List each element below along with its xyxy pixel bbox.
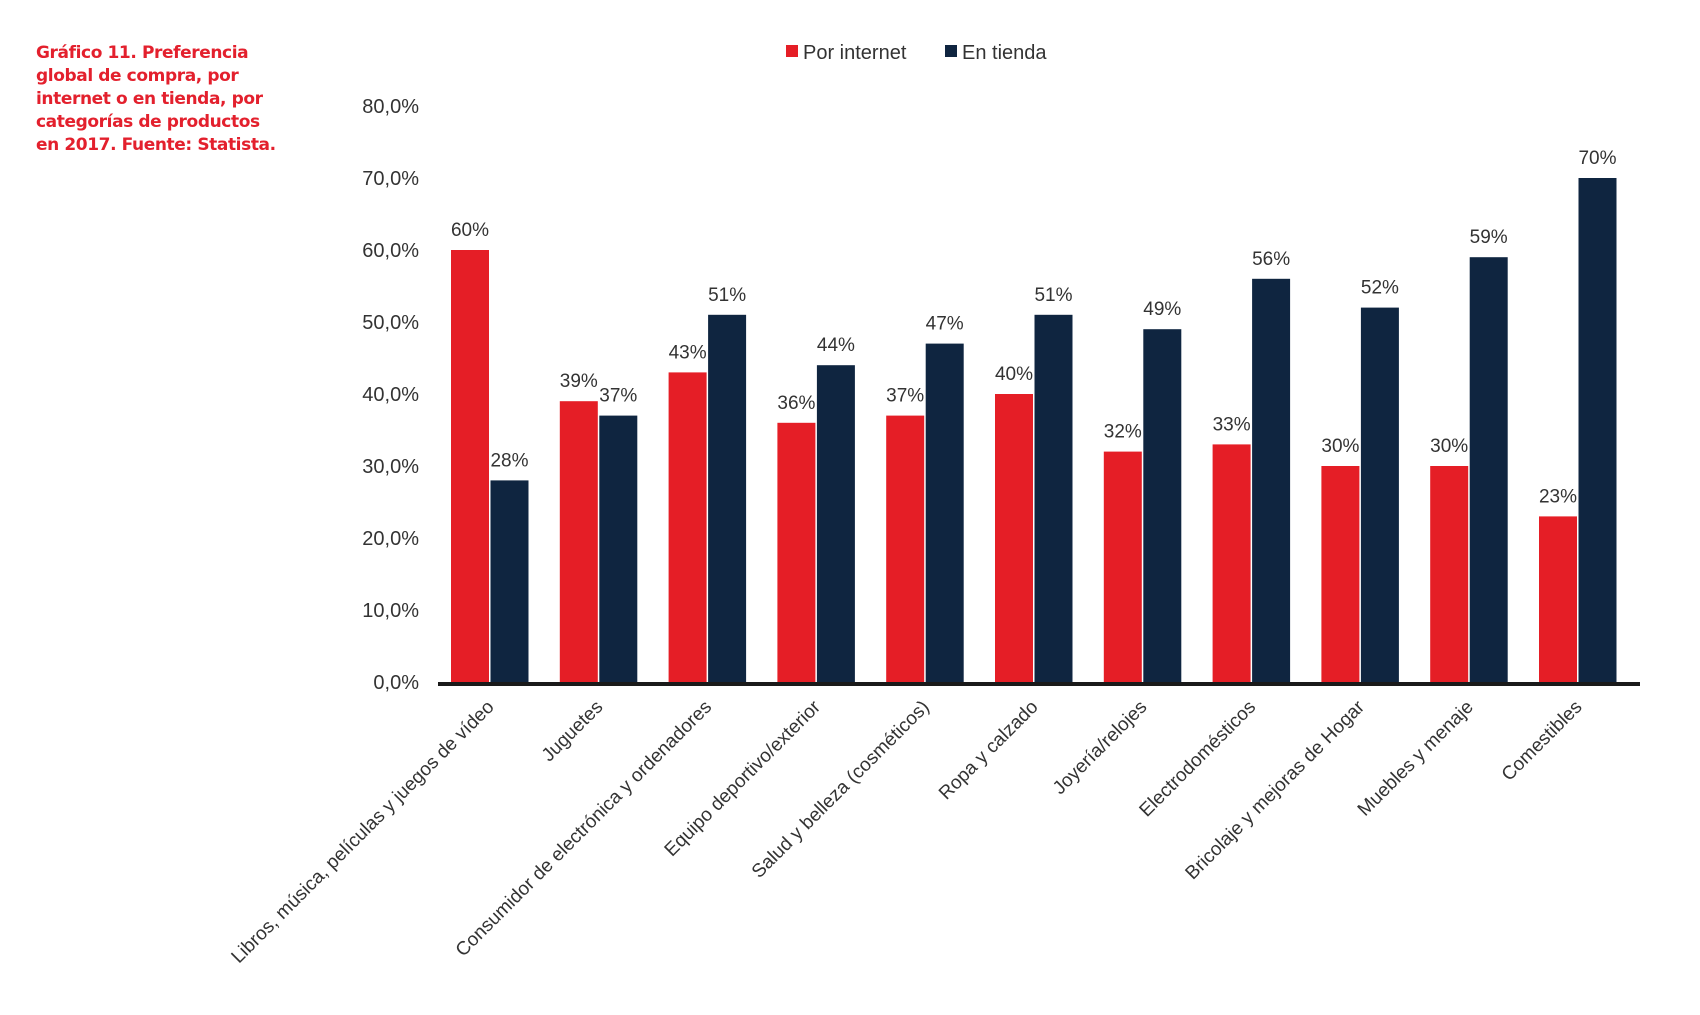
- data-label-internet: 39%: [560, 371, 598, 392]
- bar-tienda: [1143, 329, 1182, 682]
- bar-tienda: [599, 415, 638, 682]
- bar-internet: [1321, 466, 1360, 682]
- y-tick-label: 0,0%: [373, 672, 419, 694]
- y-tick-label: 50,0%: [362, 312, 419, 334]
- data-label-tienda: 70%: [1578, 148, 1616, 169]
- y-tick-label: 20,0%: [362, 528, 419, 550]
- legend-label-internet: Por internet: [803, 42, 907, 64]
- category-label: Comestibles: [1498, 697, 1587, 786]
- bar-internet: [1103, 451, 1142, 682]
- bar-internet: [559, 401, 598, 682]
- legend-swatch-internet: [786, 45, 798, 57]
- y-tick-label: 60,0%: [362, 240, 419, 262]
- data-label-internet: 30%: [1321, 436, 1359, 457]
- data-label-tienda: 49%: [1143, 299, 1181, 320]
- data-label-internet: 33%: [1213, 414, 1251, 435]
- data-label-tienda: 47%: [926, 314, 964, 335]
- bar-tienda: [490, 480, 529, 682]
- bar-tienda: [1360, 307, 1399, 682]
- category-label: Joyería/relojes: [1049, 697, 1151, 799]
- bar-internet: [886, 415, 925, 682]
- data-label-internet: 30%: [1430, 436, 1468, 457]
- category-label: Ropa y calzado: [935, 697, 1042, 804]
- data-label-tienda: 51%: [708, 285, 746, 306]
- bar-tienda: [1578, 178, 1617, 682]
- legend-label-tienda: En tienda: [962, 42, 1047, 64]
- caption-line: global de compra, por: [36, 66, 239, 86]
- data-label-internet: 60%: [451, 220, 489, 241]
- bar-tienda: [816, 365, 855, 682]
- bar-internet: [1430, 466, 1469, 682]
- category-label: Consumidor de electrónica y ordenadores: [452, 697, 716, 961]
- data-label-internet: 40%: [995, 364, 1033, 385]
- category-label: Libros, música, películas y juegos de ví…: [228, 697, 499, 968]
- y-tick-label: 80,0%: [362, 96, 419, 118]
- bar-tienda: [1034, 314, 1073, 682]
- y-tick-label: 40,0%: [362, 384, 419, 406]
- data-label-internet: 23%: [1539, 486, 1577, 507]
- y-tick-label: 70,0%: [362, 168, 419, 190]
- y-tick-label: 30,0%: [362, 456, 419, 478]
- category-label: Bricolaje y mejoras de Hogar: [1182, 696, 1370, 884]
- bar-tienda: [1469, 257, 1508, 682]
- bar-internet: [995, 394, 1033, 682]
- data-label-tienda: 56%: [1252, 249, 1290, 270]
- bar-internet: [777, 422, 816, 682]
- legend-swatch-tienda: [945, 45, 957, 57]
- bar-internet: [668, 372, 707, 682]
- bar-tienda: [708, 314, 747, 682]
- legend: Por internet En tienda: [786, 42, 1047, 64]
- bars: [451, 178, 1617, 682]
- data-label-tienda: 51%: [1034, 285, 1072, 306]
- bar-internet: [451, 250, 489, 682]
- bar-internet: [1539, 516, 1577, 682]
- y-axis: 0,0% 10,0% 20,0% 30,0% 40,0% 50,0% 60,0% 70,0% 8…: [362, 96, 419, 694]
- bar-tienda: [1252, 278, 1291, 682]
- category-label: Salud y belleza (cosméticos): [748, 697, 934, 883]
- data-label-internet: 32%: [1104, 422, 1142, 443]
- data-label-internet: 36%: [777, 393, 815, 414]
- category-label: Electrodomésticos: [1136, 697, 1261, 822]
- data-label-internet: 37%: [886, 386, 924, 407]
- data-label-tienda: 52%: [1361, 278, 1399, 299]
- category-label: Muebles y menaje: [1354, 697, 1478, 821]
- data-labels: 60%28%39%37%43%51%36%44%37%47%40%51%32%4…: [451, 148, 1617, 507]
- data-label-tienda: 37%: [599, 386, 637, 407]
- data-label-tienda: 44%: [817, 335, 855, 356]
- chart-caption: Gráfico 11. Preferencia global de compra…: [36, 42, 286, 157]
- category-label: Juguetes: [538, 697, 607, 766]
- caption-line: internet o en tienda, por: [36, 89, 263, 109]
- y-tick-label: 10,0%: [362, 600, 419, 622]
- caption-line: en 2017. Fuente: Statista.: [36, 135, 276, 155]
- bar-tienda: [925, 343, 964, 682]
- caption-line: categorías de productos: [36, 112, 260, 132]
- category-labels: Libros, música, películas y juegos de ví…: [228, 696, 1587, 967]
- data-label-internet: 43%: [669, 342, 707, 363]
- caption-line: Gráfico 11. Preferencia: [36, 43, 249, 63]
- bar-internet: [1212, 444, 1251, 682]
- data-label-tienda: 59%: [1470, 227, 1508, 248]
- data-label-tienda: 28%: [490, 450, 528, 471]
